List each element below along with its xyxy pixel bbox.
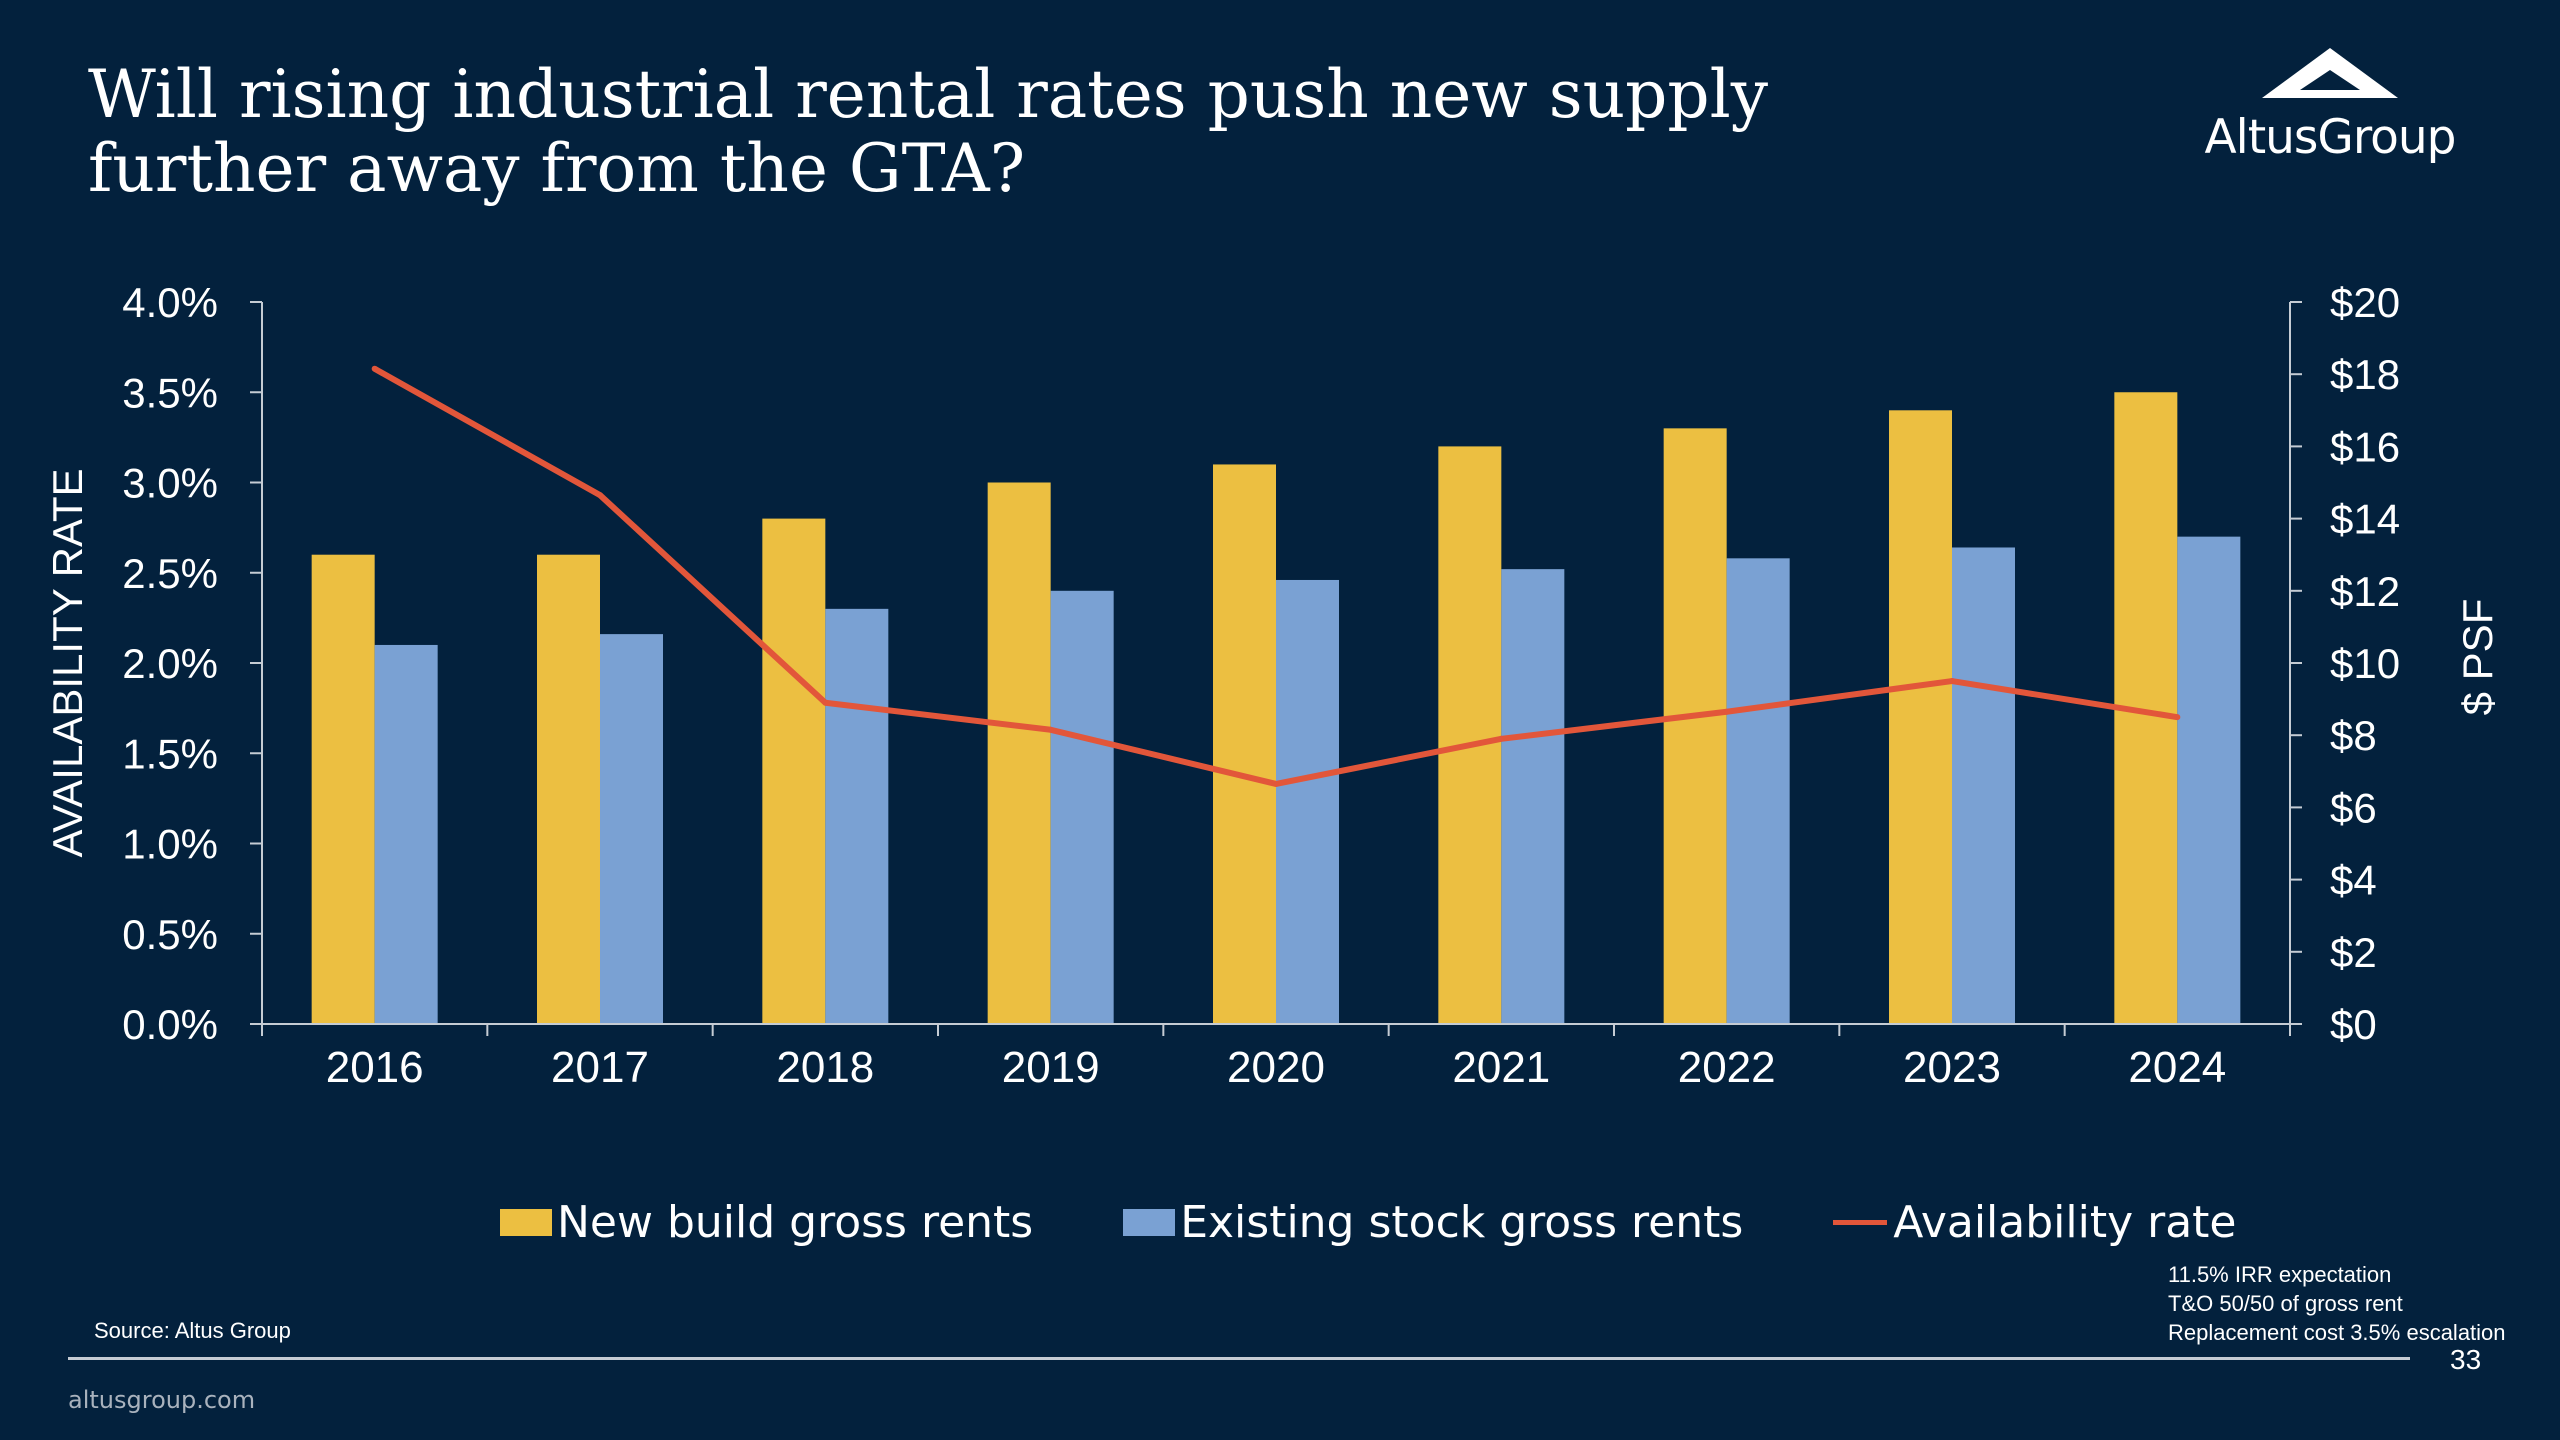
- right-tick-label: $14: [2330, 496, 2400, 543]
- availability-rate-point: [1047, 726, 1054, 733]
- legend-label-availability-rate: Availability rate: [1893, 1196, 2237, 1248]
- availability-rate-point: [597, 492, 603, 499]
- right-tick-label: $6: [2330, 784, 2377, 831]
- bar-existing-stock: [825, 608, 889, 1024]
- bar-existing-stock: [1726, 558, 1790, 1024]
- x-tick-label: 2016: [326, 1043, 424, 1092]
- x-tick-label: 2018: [776, 1043, 874, 1092]
- left-tick-label: 0.5%: [122, 911, 218, 958]
- legend-label-existing-stock: Existing stock gross rents: [1180, 1196, 1744, 1248]
- right-tick-label: $10: [2330, 640, 2400, 687]
- x-tick-label: 2020: [1227, 1043, 1325, 1092]
- right-axis-title: $ PSF: [2454, 599, 2501, 716]
- assumption-notes: 11.5% IRR expectation T&O 50/50 of gross…: [2168, 1260, 2506, 1347]
- availability-rate-point: [1723, 708, 1730, 715]
- right-tick-label: $16: [2330, 423, 2400, 470]
- availability-rate-point: [1949, 678, 1955, 685]
- chart-legend: New build gross rents Existing stock gro…: [500, 1192, 2237, 1252]
- legend-swatch-existing-stock: [1123, 1208, 1176, 1236]
- bar-new-build: [1438, 446, 1502, 1024]
- left-tick-label: 2.5%: [122, 550, 218, 597]
- website-link[interactable]: altusgroup.com: [68, 1386, 256, 1414]
- left-tick-label: 4.0%: [122, 279, 218, 326]
- bar-new-build: [1889, 410, 1952, 1024]
- bar-existing-stock: [2177, 536, 2241, 1024]
- bar-new-build: [1213, 464, 1276, 1024]
- left-tick-label: 3.5%: [122, 369, 218, 416]
- bar-existing-stock: [1501, 569, 1565, 1024]
- bar-existing-stock: [374, 644, 438, 1024]
- left-tick-label: 1.0%: [122, 821, 218, 868]
- availability-rate-point: [1498, 735, 1505, 742]
- left-tick-label: 2.0%: [122, 640, 218, 687]
- legend-swatch-availability-rate: [1833, 1219, 1888, 1225]
- availability-rate-point: [1273, 780, 1279, 787]
- right-tick-label: $4: [2330, 857, 2377, 904]
- legend-swatch-new-build: [500, 1208, 552, 1236]
- logo-mountain-icon: [2262, 48, 2398, 98]
- footer-divider: [68, 1357, 2410, 1360]
- legend-item-existing-stock: Existing stock gross rents: [1123, 1197, 1743, 1248]
- bar-existing-stock: [1050, 590, 1114, 1024]
- right-tick-label: $20: [2330, 279, 2400, 326]
- bar-existing-stock: [1952, 547, 2015, 1024]
- rent-availability-chart: 0.0% 0.5% 1.0% 1.5% 2.0% 2.5% 3.0% 3.5% 4.0% $0 $2…: [44, 279, 2501, 1092]
- page-number: 33: [2450, 1344, 2482, 1375]
- source-note: Source: Altus Group: [94, 1318, 291, 1343]
- right-tick-label: $8: [2330, 712, 2377, 759]
- left-tick-label: 1.5%: [122, 730, 218, 777]
- x-tick-label: 2021: [1452, 1043, 1550, 1092]
- legend-label-new-build: New build gross rents: [557, 1196, 1034, 1248]
- bar-new-build: [987, 482, 1051, 1024]
- x-tick-label: 2017: [551, 1043, 649, 1092]
- x-tick-label: 2024: [2128, 1043, 2226, 1092]
- availability-rate-point: [371, 365, 378, 372]
- altus-group-logo: AltusGroup: [2180, 48, 2480, 178]
- availability-rate-point: [2174, 714, 2181, 721]
- x-tick-label: 2019: [1002, 1043, 1100, 1092]
- bar-new-build: [1663, 428, 1727, 1025]
- note-line: T&O 50/50 of gross rent: [2168, 1291, 2403, 1316]
- legend-item-availability-rate: Availability rate: [1833, 1196, 2237, 1248]
- left-tick-label: 0.0%: [122, 1001, 218, 1048]
- bar-new-build: [762, 518, 826, 1024]
- slide-title: Will rising industrial rental rates push…: [88, 56, 1769, 207]
- left-axis-title: AVAILABILITY RATE: [44, 468, 91, 857]
- availability-rate-point: [822, 699, 829, 706]
- bar-existing-stock: [1276, 579, 1339, 1024]
- left-tick-label: 3.0%: [122, 460, 218, 507]
- x-tick-label: 2023: [1903, 1043, 2001, 1092]
- logo-wordmark: AltusGroup: [2204, 110, 2456, 165]
- note-line: Replacement cost 3.5% escalation: [2168, 1320, 2506, 1345]
- x-tick-label: 2022: [1678, 1043, 1776, 1092]
- bar-existing-stock: [600, 634, 663, 1024]
- right-tick-label: $2: [2330, 929, 2377, 976]
- right-tick-label: $12: [2330, 568, 2400, 615]
- note-line: 11.5% IRR expectation: [2168, 1262, 2392, 1287]
- right-tick-label: $0: [2330, 1001, 2377, 1048]
- legend-item-new-build: New build gross rents: [500, 1197, 1033, 1248]
- right-tick-label: $18: [2330, 351, 2400, 398]
- bar-new-build: [537, 554, 600, 1024]
- bar-new-build: [311, 554, 375, 1024]
